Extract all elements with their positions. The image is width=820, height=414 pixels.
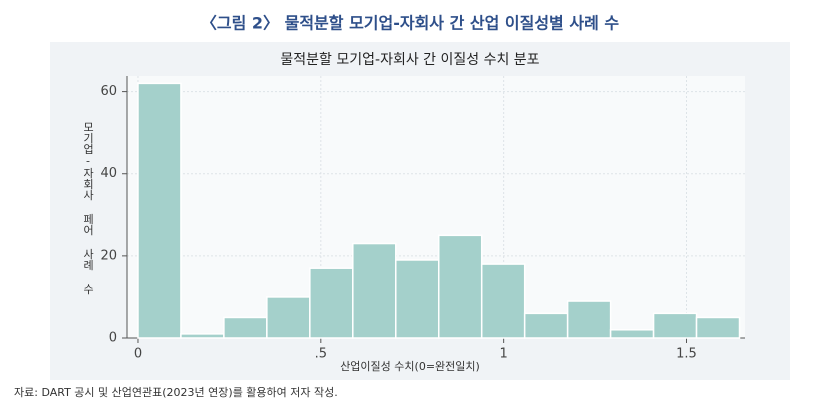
bar — [695, 316, 741, 339]
bar — [180, 333, 225, 339]
chart-title: 물적분할 모기업-자회사 간 이질성 수치 분포 — [280, 52, 539, 68]
bar — [652, 312, 698, 339]
x-tick-label: 1.5 — [676, 347, 697, 362]
bar — [566, 300, 612, 339]
bar — [437, 234, 483, 339]
y-tick-label: 40 — [100, 166, 117, 181]
x-tick-label: 1 — [500, 347, 508, 362]
bar — [523, 312, 569, 339]
bar — [609, 329, 655, 339]
bar — [137, 82, 182, 339]
bar — [266, 296, 311, 339]
source-note: 자료: DART 공시 및 산업연관표(2023년 연장)를 활용하여 저자 작… — [14, 385, 338, 399]
bar — [309, 267, 354, 339]
y-tick-label: 60 — [100, 84, 117, 99]
y-tick-label: 0 — [109, 331, 117, 346]
bar — [223, 316, 268, 339]
x-tick-label: 0 — [134, 347, 142, 362]
x-axis-label: 산업이질성 수치(0=완전일치) — [340, 359, 480, 373]
figure-title: 〈그림 2〉 물적분할 모기업-자회사 간 산업 이질성별 사례 수 — [201, 14, 619, 33]
bar — [480, 263, 526, 339]
x-tick-label: .5 — [315, 347, 327, 362]
y-tick-label: 20 — [100, 248, 117, 263]
y-axis-label: 모기업-자회사 페어 사례 수 — [82, 122, 95, 295]
bar — [395, 259, 440, 339]
bar — [352, 242, 397, 339]
